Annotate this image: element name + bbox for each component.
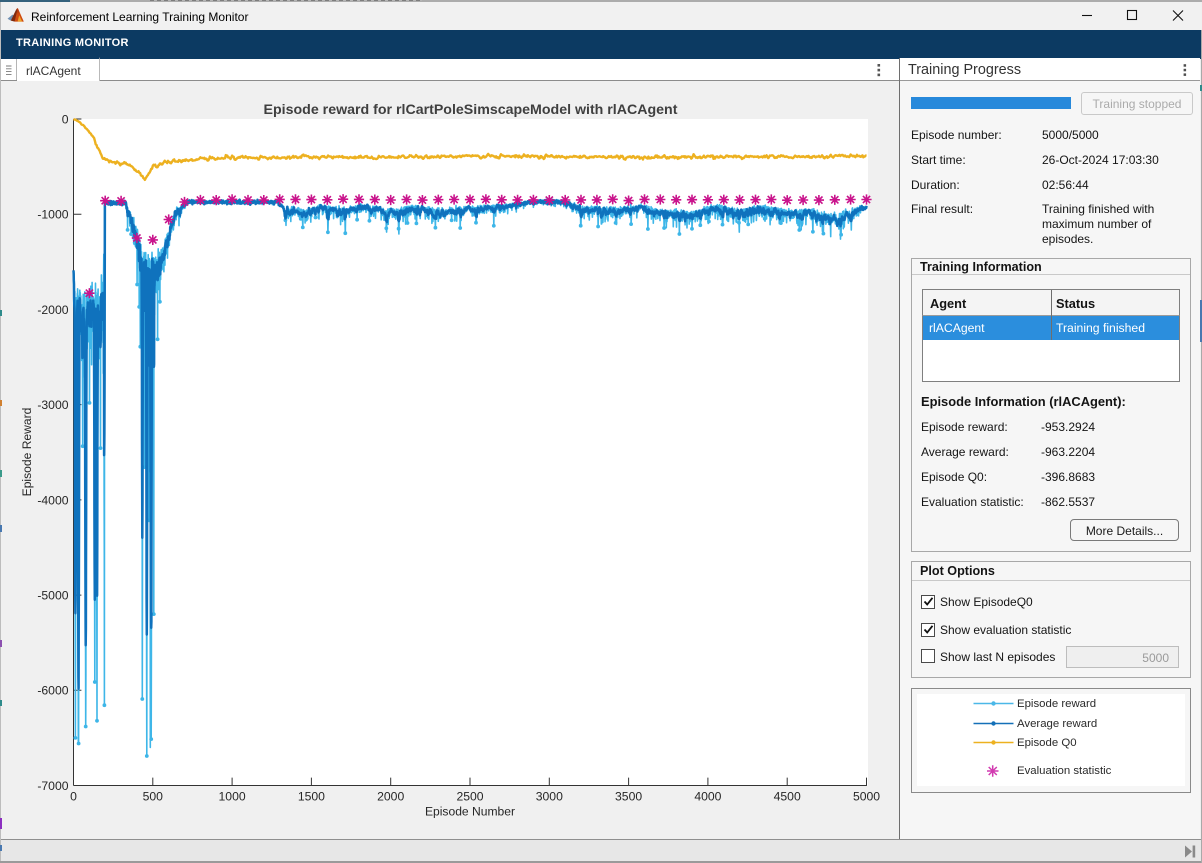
svg-text:Episode Number: Episode Number	[425, 805, 515, 819]
svg-text:-1000: -1000	[37, 208, 68, 222]
svg-text:-5000: -5000	[37, 589, 68, 603]
svg-text:500: 500	[143, 790, 164, 804]
svg-text:1000: 1000	[219, 790, 246, 804]
svg-text:0: 0	[62, 112, 69, 126]
svg-text:Episode Reward: Episode Reward	[20, 408, 34, 497]
svg-text:1500: 1500	[298, 790, 325, 804]
svg-text:-6000: -6000	[37, 684, 68, 698]
svg-text:3500: 3500	[615, 790, 642, 804]
svg-text:4500: 4500	[774, 790, 801, 804]
svg-text:-2000: -2000	[37, 303, 68, 317]
svg-text:-3000: -3000	[37, 398, 68, 412]
svg-text:-4000: -4000	[37, 493, 68, 507]
svg-text:3000: 3000	[536, 790, 563, 804]
svg-text:2000: 2000	[377, 790, 404, 804]
svg-text:4000: 4000	[694, 790, 721, 804]
svg-text:-7000: -7000	[37, 779, 68, 793]
svg-text:Episode reward for rlCartPoleS: Episode reward for rlCartPoleSimscapeMod…	[264, 102, 678, 118]
svg-text:0: 0	[70, 790, 77, 804]
svg-text:2500: 2500	[456, 790, 483, 804]
svg-text:5000: 5000	[853, 790, 880, 804]
